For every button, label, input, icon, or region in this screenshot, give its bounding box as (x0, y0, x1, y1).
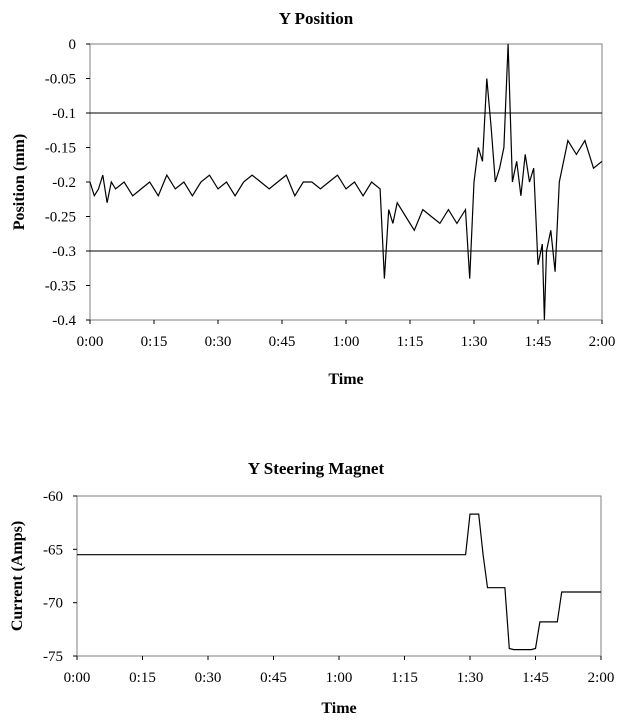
plot-frame (89, 43, 603, 321)
x-tick-label: 0:15 (129, 670, 156, 686)
x-tick-label: 0:00 (77, 334, 104, 350)
x-tick-label: 1:45 (522, 670, 549, 686)
x-tick-label: 1:00 (326, 670, 353, 686)
reference-lines (90, 112, 602, 252)
y-tick-label: -0.2 (52, 175, 76, 191)
x-axis-label: Time (328, 371, 363, 388)
y-tick-label: -75 (43, 649, 63, 665)
y-tick-labels: 0 -0.05 -0.1 -0.15 -0.2 -0.25 -0.3 -0.35 -0.4 (45, 37, 90, 329)
y-tick-label: 0 (69, 37, 77, 53)
x-tick-label: 1:45 (525, 334, 552, 350)
y-axis-label: Current (Amps) (9, 521, 26, 631)
x-tick-labels: 0:00 0:15 0:30 0:45 1:00 1:15 1:30 1:45 2:00 (77, 320, 616, 350)
plot-frame (76, 495, 602, 657)
y-tick-label: -0.4 (52, 313, 76, 329)
y-tick-label: -0.25 (45, 210, 76, 226)
chart-y-position: Y Position 0 -0.05 -0.1 -0.15 -0.2 -0.25 -0.3 -… (11, 9, 615, 388)
x-tick-label: 0:45 (260, 670, 287, 686)
x-tick-label: 0:30 (195, 670, 222, 686)
y-tick-label: -0.15 (45, 141, 76, 157)
x-tick-label: 1:30 (461, 334, 488, 350)
x-tick-label: 2:00 (589, 334, 616, 350)
y-tick-label: -0.35 (45, 279, 76, 295)
series-line (89, 43, 603, 321)
chart-y-steering-magnet: Y Steering Magnet -60-65-70-75 0:00 0:15 0… (9, 459, 614, 717)
x-tick-label: 1:15 (391, 670, 418, 686)
x-axis-label: Time (321, 700, 356, 717)
x-tick-labels: 0:00 0:15 0:30 0:45 1:00 1:15 1:30 1:45 2:00 (64, 656, 615, 686)
chart-title: Y Position (279, 9, 354, 28)
y-axis-label: Position (mm) (11, 134, 28, 230)
x-tick-label: 0:00 (64, 670, 91, 686)
x-tick-label: 1:30 (457, 670, 484, 686)
x-tick-label: 1:15 (397, 334, 424, 350)
y-tick-label: -0.1 (52, 106, 76, 122)
y-tick-labels: -60 -65 -70 -75 (43, 489, 77, 665)
y-tick-label: -0.3 (52, 244, 76, 260)
x-tick-label: 1:00 (333, 334, 360, 350)
y-tick-label: -65 (43, 542, 63, 558)
y-tick-label: -60 (43, 489, 63, 505)
x-tick-label: 0:15 (141, 334, 168, 350)
y-tick-label: -70 (43, 596, 63, 612)
y-tick-label: -0.05 (45, 72, 76, 88)
series-line (77, 513, 601, 651)
x-tick-label: 0:30 (205, 334, 232, 350)
chart-title: Y Steering Magnet (248, 459, 385, 478)
x-tick-label: 0:45 (269, 334, 296, 350)
x-tick-label: 2:00 (588, 670, 615, 686)
